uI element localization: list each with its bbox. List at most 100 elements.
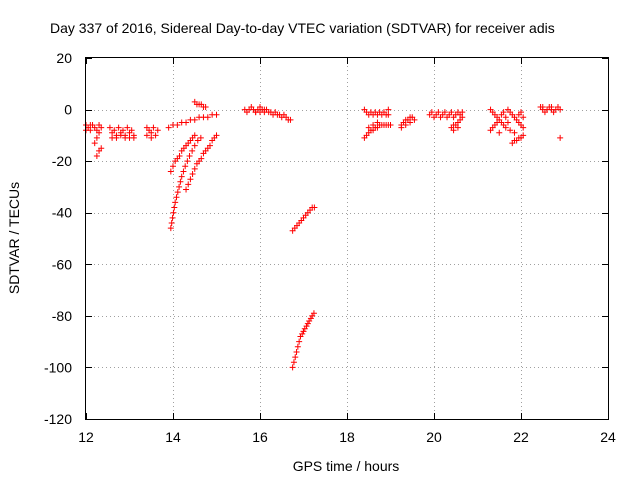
data-point [257,103,263,110]
data-point [197,134,204,141]
data-point [539,103,546,110]
y-tick-label: -80 [52,308,72,324]
data-point [171,204,178,211]
data-point [173,194,180,201]
data-point [293,348,300,355]
data-point [504,119,511,126]
data-point [198,155,205,162]
data-points [83,98,564,371]
data-point [300,328,307,335]
data-point [385,111,392,118]
data-point [170,163,176,170]
data-point [148,129,155,136]
data-point [407,119,414,126]
x-tick-label: 24 [600,429,616,445]
data-point [459,109,466,116]
data-point [310,310,317,317]
data-point [252,109,259,116]
y-tick-label: 0 [64,102,72,118]
data-point [176,152,183,159]
data-point [428,109,435,116]
data-point [520,132,527,139]
data-point [183,119,190,126]
data-point [411,116,418,123]
data-point [459,114,466,121]
data-point [96,129,103,136]
x-tick-labels: 12 14 16 18 20 22 24 [78,429,616,445]
data-point [182,163,189,170]
data-point [518,109,524,116]
data-point [98,124,105,131]
data-point [167,225,174,232]
data-point [450,127,457,134]
y-tick-label: -100 [44,359,72,375]
chart-title: Day 337 of 2016, Sidereal Day-to-day VTE… [50,20,555,36]
x-tick-label: 14 [165,429,181,445]
grid-lines [86,58,608,419]
data-point [189,171,196,178]
y-tick-label: -60 [52,256,72,272]
data-point [150,124,157,131]
data-point [511,129,518,136]
data-point [204,114,211,121]
data-point [152,132,159,139]
data-point [374,119,381,126]
data-point [557,106,564,113]
data-point [98,145,105,152]
data-point [170,209,177,216]
data-point [290,359,297,366]
data-point [370,122,377,129]
data-point [167,168,174,175]
data-point [502,114,509,121]
data-point [385,106,392,113]
data-point [304,320,311,327]
data-point [261,106,268,113]
data-point [454,124,461,131]
data-point [206,142,213,149]
x-axis-label: GPS time / hours [293,458,400,474]
data-point [172,199,179,206]
data-point [450,122,457,129]
x-tick-label: 18 [339,429,355,445]
data-point [184,158,191,165]
data-point [93,152,100,159]
data-point [124,124,131,131]
data-point [496,129,503,136]
data-point [292,354,299,361]
data-point [294,343,301,350]
data-point [117,132,124,139]
data-point [191,132,198,139]
data-point [148,134,155,141]
data-point [289,364,296,371]
data-point [307,315,314,322]
data-point [93,134,100,141]
y-tick-label: -120 [44,411,72,427]
data-point [91,140,98,147]
data-point [183,186,190,193]
data-point [191,165,198,172]
data-point [213,111,220,118]
data-point [174,189,181,196]
data-point [520,124,527,131]
data-point [299,330,306,337]
data-point [174,122,181,129]
data-point [130,134,137,141]
data-point [548,103,555,110]
data-point [448,109,455,116]
data-point [189,147,196,154]
data-point [520,114,527,121]
data-point [177,178,184,185]
data-point [168,220,175,227]
data-point [202,103,209,110]
data-point [154,127,161,134]
axis-ticks [86,58,609,420]
y-tick-label: 20 [56,50,72,66]
x-tick-label: 22 [513,429,529,445]
data-point [296,338,303,345]
data-point [194,137,201,144]
y-tick-label: -40 [52,205,72,221]
data-point [178,173,185,180]
data-point [191,116,198,123]
data-point [494,119,501,126]
